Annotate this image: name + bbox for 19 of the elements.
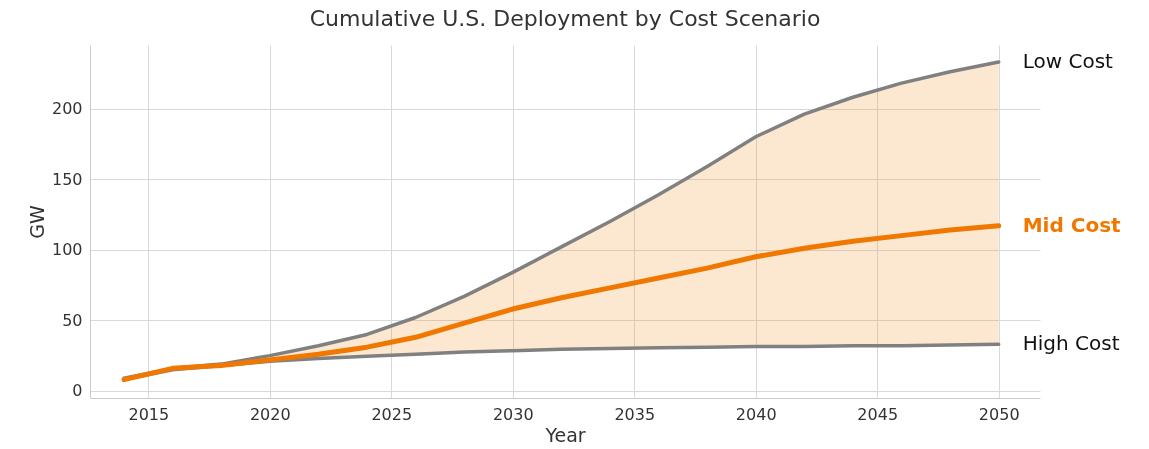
x-tick-label: 2040 (735, 404, 777, 424)
x-tick-label: 2035 (614, 404, 656, 424)
x-tick-label: 2020 (249, 404, 291, 424)
chart-title: Cumulative U.S. Deployment by Cost Scenario (309, 6, 821, 31)
y-tick-label: 50 (62, 310, 83, 330)
y-tick-label: 150 (51, 169, 83, 189)
x-tick-label: 2025 (371, 404, 413, 424)
x-tick-label: 2045 (857, 404, 899, 424)
series-label: Low Cost (1022, 48, 1114, 73)
y-tick-label: 100 (51, 240, 83, 260)
x-axis-title: Year (544, 423, 586, 446)
x-tick-label: 2030 (492, 404, 534, 424)
x-tick-label: 2015 (128, 404, 170, 424)
series-label: High Cost (1022, 331, 1120, 356)
series-label: Mid Cost (1022, 212, 1122, 237)
y-axis-title: GW (25, 205, 48, 239)
x-tick-label: 2050 (978, 404, 1020, 424)
y-tick-label: 200 (51, 99, 83, 119)
y-tick-label: 0 (72, 381, 83, 401)
